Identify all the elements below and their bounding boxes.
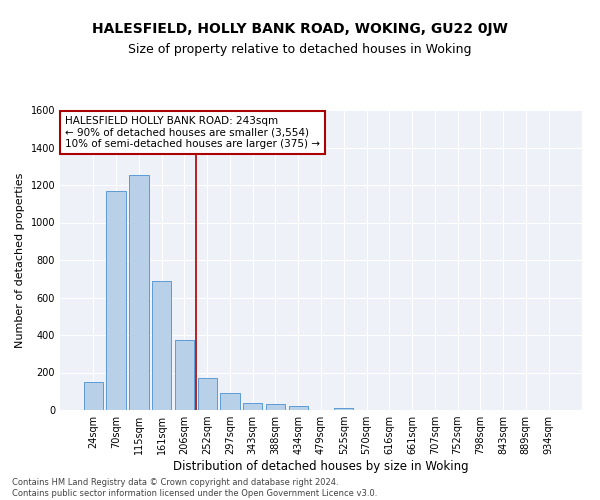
Bar [106,191,126,410]
Bar [175,340,194,410]
Bar [334,408,353,410]
Bar [84,382,103,410]
Text: Contains HM Land Registry data © Crown copyright and database right 2024.
Contai: Contains HM Land Registry data © Crown c… [12,478,377,498]
Bar [129,174,149,410]
Text: HALESFIELD, HOLLY BANK ROAD, WOKING, GU22 0JW: HALESFIELD, HOLLY BANK ROAD, WOKING, GU2… [92,22,508,36]
Bar [220,393,239,410]
Bar [197,378,217,410]
X-axis label: Distribution of detached houses by size in Woking: Distribution of detached houses by size … [173,460,469,473]
Bar [266,404,285,410]
Bar [289,406,308,410]
Bar [243,403,262,410]
Text: Size of property relative to detached houses in Woking: Size of property relative to detached ho… [128,42,472,56]
Text: HALESFIELD HOLLY BANK ROAD: 243sqm
← 90% of detached houses are smaller (3,554)
: HALESFIELD HOLLY BANK ROAD: 243sqm ← 90%… [65,116,320,149]
Bar [152,281,172,410]
Y-axis label: Number of detached properties: Number of detached properties [15,172,25,348]
